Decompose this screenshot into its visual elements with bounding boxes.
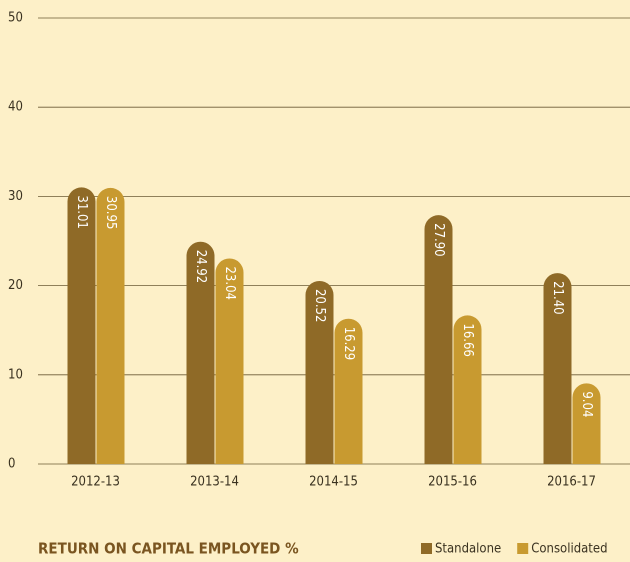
bar — [543, 273, 572, 464]
y-tick-label: 50 — [8, 11, 23, 26]
y-tick-label: 20 — [8, 278, 23, 293]
bar — [305, 280, 334, 464]
bar — [453, 315, 482, 464]
value-label: 27.90 — [431, 223, 446, 256]
legend-swatch — [517, 543, 529, 554]
legend-label: Standalone — [435, 542, 501, 557]
value-label: 21.40 — [550, 281, 565, 314]
y-tick-label: 30 — [8, 189, 23, 204]
x-tick-label: 2015-16 — [428, 475, 477, 490]
bar — [96, 187, 125, 464]
value-label: 16.66 — [460, 323, 475, 356]
bar — [67, 187, 96, 464]
value-label: 24.92 — [193, 250, 208, 283]
y-tick-label: 10 — [8, 367, 23, 382]
bar — [424, 215, 453, 464]
value-label: 9.04 — [579, 391, 594, 417]
chart-title: RETURN ON CAPITAL EMPLOYED % — [38, 540, 299, 558]
bar — [334, 318, 363, 464]
y-tick-label: 40 — [8, 100, 23, 115]
x-tick-label: 2013-14 — [190, 475, 239, 490]
bar — [186, 241, 215, 464]
bar — [572, 383, 601, 464]
bar — [215, 258, 244, 464]
value-label: 23.04 — [222, 266, 237, 299]
value-label: 16.29 — [341, 327, 356, 360]
x-tick-label: 2014-15 — [309, 475, 358, 490]
legend-swatch — [421, 543, 432, 554]
x-tick-label: 2012-13 — [71, 475, 120, 490]
legend-label: Consolidated — [531, 542, 607, 557]
value-label: 30.95 — [103, 196, 118, 229]
value-label: 20.52 — [312, 289, 327, 322]
x-tick-label: 2016-17 — [547, 475, 596, 490]
y-tick-label: 0 — [8, 457, 15, 472]
value-label: 31.01 — [74, 195, 89, 228]
